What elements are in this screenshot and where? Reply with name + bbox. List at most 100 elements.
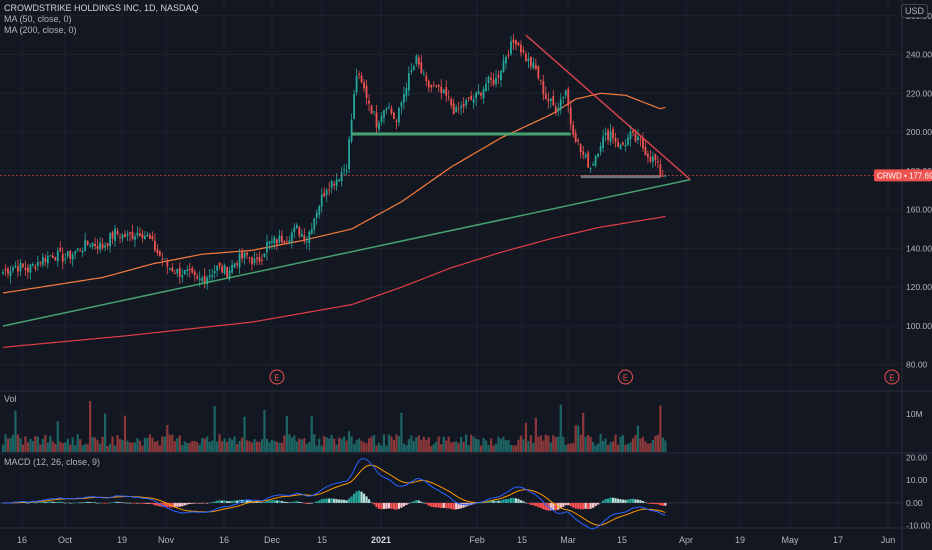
volume-bar [46, 442, 49, 452]
volume-bar [223, 438, 226, 452]
candle-body [176, 268, 179, 274]
macd-histogram-bar [507, 498, 510, 503]
volume-bar [263, 409, 266, 452]
volume-bar [141, 445, 144, 452]
macd-histogram-bar [103, 502, 107, 504]
macd-histogram-bar [273, 500, 276, 503]
volume-bar [303, 438, 306, 452]
volume-bar [494, 443, 498, 452]
candle-body [475, 92, 477, 99]
price-tag-text: CRWD • 177.69 [877, 171, 932, 180]
candle-body [340, 172, 343, 181]
volume-bar [557, 436, 560, 452]
candle-body [216, 265, 219, 271]
macd-histogram-bar [146, 502, 149, 504]
candle-body [308, 231, 311, 243]
volume-bar [158, 445, 161, 452]
candle-body [208, 275, 211, 278]
volume-bar [348, 431, 351, 452]
candle-body [450, 98, 453, 106]
macd-histogram-bar [360, 491, 363, 503]
time-tick-label: Feb [469, 535, 485, 545]
ma200-legend[interactable]: MA (200, close, 0) [4, 25, 77, 35]
volume-bar [532, 442, 535, 452]
volume-bar [89, 401, 92, 452]
candle-body [46, 255, 49, 264]
time-tick-label: Mar [560, 535, 576, 545]
candle-body [285, 241, 288, 243]
candle-body [664, 175, 667, 177]
macd-histogram-bar [41, 501, 44, 503]
macd-histogram-bar [275, 500, 278, 503]
volume-bar [579, 434, 582, 452]
volume-bar [330, 434, 333, 452]
candle-body [447, 96, 450, 98]
volume-bar [238, 440, 241, 452]
macd-histogram-bar [216, 500, 219, 503]
volume-bar [166, 425, 169, 452]
macd-histogram-bar [380, 502, 383, 510]
volume-bar [400, 412, 403, 452]
candle-body [490, 77, 492, 80]
ma50-legend[interactable]: MA (50, close, 0) [4, 14, 72, 24]
macd-histogram-bar [113, 501, 117, 503]
macd-histogram-bar [333, 498, 336, 503]
macd-legend[interactable]: MACD (12, 26, close, 9) [4, 457, 101, 467]
volume-bar [611, 441, 615, 452]
candle-body [412, 66, 415, 70]
candle-body [22, 263, 24, 268]
candle-body [442, 89, 445, 94]
time-tick-label: Dec [264, 535, 281, 545]
volume-legend[interactable]: Vol [4, 394, 17, 404]
volume-bar [362, 442, 366, 452]
volume-bar [417, 435, 420, 452]
candle-body [552, 96, 555, 106]
macd-histogram-bar [151, 502, 154, 505]
volume-bar [559, 404, 562, 452]
macd-histogram-bar [31, 502, 34, 503]
macd-histogram-bar [405, 502, 408, 506]
macd-histogram-bar [377, 502, 381, 509]
candle-body [549, 98, 552, 102]
volume-bar [427, 437, 430, 452]
time-tick-label: 19 [117, 535, 127, 545]
volume-bar [313, 434, 316, 452]
last-price-tag: CRWD • 177.69 [874, 169, 932, 182]
candle-body [517, 43, 520, 46]
symbol-title[interactable]: CROWDSTRIKE HOLDINGS INC, 1D, NASDAQ [4, 3, 199, 13]
candle-body [400, 102, 403, 107]
drawn-trendlines[interactable] [0, 34, 902, 327]
macd-histogram-bar [69, 502, 72, 504]
volume-bar [203, 438, 206, 452]
volume-bar [96, 440, 99, 452]
candle-body [79, 250, 82, 252]
volume-bar [333, 438, 336, 452]
candle-body [432, 85, 435, 87]
volume-bar [101, 436, 104, 452]
volume-bar [126, 440, 129, 452]
volume-bar [131, 442, 134, 452]
volume-bar [592, 441, 595, 452]
candle-body [99, 242, 102, 250]
volume-bar [430, 445, 433, 452]
volume-bar [325, 437, 328, 452]
volume-bar [318, 438, 321, 452]
price-candles[interactable] [2, 33, 667, 290]
candle-body [502, 60, 505, 73]
currency-label[interactable]: USD [900, 4, 928, 18]
macd-histogram-bar [228, 501, 231, 503]
candle-body [201, 277, 204, 282]
macd-histogram-bar [552, 502, 555, 511]
macd-histogram-bar [514, 498, 518, 503]
macd-histogram-bar [567, 502, 570, 506]
candle-body [393, 112, 395, 119]
candle-body [632, 130, 634, 133]
macd-histogram-bar [420, 501, 423, 503]
axes[interactable]: 260.00240.00220.00200.00180.00160.00140.… [17, 11, 932, 545]
candle-body [562, 97, 565, 99]
macd-histogram-bar [577, 502, 580, 509]
macd-histogram-bar [440, 502, 443, 509]
volume-bar [31, 440, 34, 452]
